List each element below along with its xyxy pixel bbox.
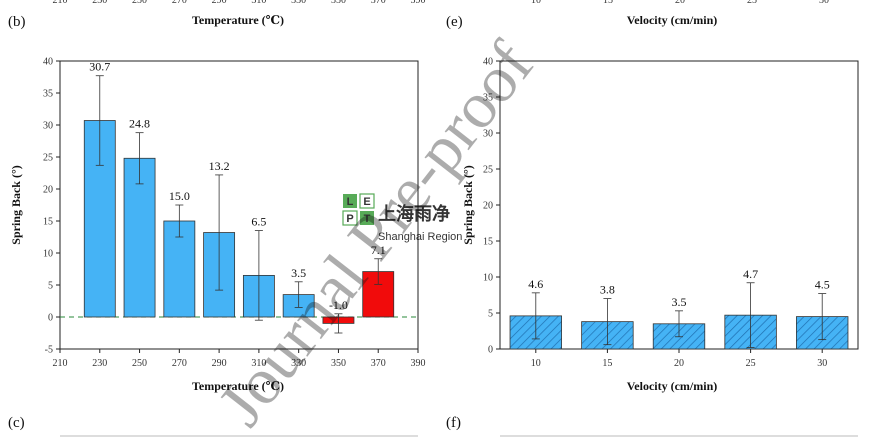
watermark-diagonal-text: Journal Pre-proof bbox=[204, 29, 547, 439]
top-left-tick-label: 210 bbox=[53, 0, 68, 6]
chart-b-y-tick-label: 20 bbox=[43, 185, 53, 196]
chart-e-y-tick-label: 25 bbox=[483, 165, 493, 176]
chart-e-x-tick-label: 15 bbox=[602, 358, 612, 369]
top-right-tick-label: 15 bbox=[603, 0, 613, 6]
chart-b-data-label: -1.0 bbox=[329, 298, 348, 312]
top-left-partial-axis: Temperature (℃) 210 230 250 270 290 310 330 350… bbox=[53, 0, 426, 27]
top-left-tick-label: 250 bbox=[132, 0, 147, 6]
chart-b-spring-back-vs-temperature: Temperature (℃) Spring Back (°) -5 0 5 10 15… bbox=[9, 57, 426, 394]
chart-e-y-tick-label: 20 bbox=[483, 201, 493, 212]
chart-e-y-tick-label: 0 bbox=[488, 345, 493, 356]
top-left-tick-label: 390 bbox=[411, 0, 426, 6]
chart-b-bar bbox=[123, 157, 156, 318]
chart-e-x-tick-label: 20 bbox=[674, 358, 684, 369]
top-right-tick-label: 10 bbox=[531, 0, 541, 6]
chart-b-y-tick-label: 15 bbox=[43, 217, 53, 228]
chart-e-data-label: 3.5 bbox=[672, 295, 687, 309]
top-right-tick-label: 20 bbox=[675, 0, 685, 6]
chart-b-y-tick-label: 40 bbox=[43, 57, 53, 68]
top-left-xlabel: Temperature (℃) bbox=[192, 13, 284, 27]
chart-b-y-tick-label: 5 bbox=[48, 281, 53, 292]
top-left-tick-label: 330 bbox=[291, 0, 306, 6]
top-right-tick-label: 30 bbox=[819, 0, 829, 6]
chart-b-data-label: 15.0 bbox=[169, 189, 190, 203]
chart-e-y-tick-label: 10 bbox=[483, 273, 493, 284]
chart-b-x-tick-label: 350 bbox=[331, 358, 346, 369]
chart-e-data-label: 4.7 bbox=[743, 267, 758, 281]
chart-b-data-label: 3.5 bbox=[291, 266, 306, 280]
chart-b-y-tick-label: -5 bbox=[45, 345, 53, 356]
chart-e-data-label: 4.5 bbox=[815, 278, 830, 292]
watermark-logo-tile-t bbox=[360, 211, 374, 225]
chart-e-y-tick-label: 15 bbox=[483, 237, 493, 248]
watermark-logo: L E P T 上海雨净 Shanghai Region bbox=[342, 193, 462, 243]
watermark-cn-text: 上海雨净 bbox=[378, 203, 450, 224]
chart-b-x-tick-label: 230 bbox=[92, 358, 107, 369]
chart-e-y-tick-label: 35 bbox=[483, 93, 493, 104]
chart-e-xlabel: Velocity (cm/min) bbox=[627, 379, 718, 393]
top-right-xlabel: Velocity (cm/min) bbox=[627, 13, 718, 27]
chart-b-y-tick-label: 35 bbox=[43, 89, 53, 100]
chart-b-x-tick-label: 330 bbox=[291, 358, 306, 369]
chart-b-y-tick-label: 10 bbox=[43, 249, 53, 260]
chart-e-x-tick-label: 25 bbox=[746, 358, 756, 369]
chart-b-ylabel: Spring Back (°) bbox=[9, 165, 23, 244]
chart-b-xlabel: Temperature (℃) bbox=[192, 379, 284, 393]
top-left-tick-label: 370 bbox=[371, 0, 386, 6]
chart-b-data-label: 7.1 bbox=[371, 243, 386, 257]
chart-b-x-tick-label: 290 bbox=[212, 358, 227, 369]
chart-b-y-tick-label: 0 bbox=[48, 313, 53, 324]
panel-label-f: (f) bbox=[446, 415, 461, 431]
top-right-tick-label: 25 bbox=[747, 0, 757, 6]
chart-b-x-tick-label: 270 bbox=[172, 358, 187, 369]
top-left-tick-label: 310 bbox=[251, 0, 266, 6]
chart-e-data-label: 3.8 bbox=[600, 283, 615, 297]
chart-b-data-label: 6.5 bbox=[251, 215, 266, 229]
chart-b-x-tick-label: 210 bbox=[53, 358, 68, 369]
watermark-logo-tile-l bbox=[343, 194, 357, 208]
chart-e-data-label: 4.6 bbox=[528, 277, 543, 291]
watermark-logo-letter-e: E bbox=[363, 196, 370, 208]
chart-e-y-tick-label: 40 bbox=[483, 57, 493, 68]
chart-b-x-tick-label: 370 bbox=[371, 358, 386, 369]
chart-e-ylabel: Spring Back (°) bbox=[461, 165, 475, 244]
chart-b-y-tick-label: 30 bbox=[43, 121, 53, 132]
panel-label-e: (e) bbox=[446, 14, 463, 30]
top-left-tick-label: 290 bbox=[212, 0, 227, 6]
chart-e-y-tick-label: 5 bbox=[488, 309, 493, 320]
watermark-logo-letter-p: P bbox=[346, 213, 353, 225]
chart-b-x-tick-label: 310 bbox=[251, 358, 266, 369]
watermark-logo-tile-e bbox=[359, 193, 375, 209]
top-left-tick-label: 270 bbox=[172, 0, 187, 6]
chart-b-x-tick-label: 250 bbox=[132, 358, 147, 369]
top-left-tick-label: 350 bbox=[331, 0, 346, 6]
chart-e-x-tick-label: 30 bbox=[817, 358, 827, 369]
chart-e-y-tick-label: 30 bbox=[483, 129, 493, 140]
chart-b-data-label: 24.8 bbox=[129, 117, 150, 131]
chart-e-spring-back-vs-velocity: Velocity (cm/min) Spring Back (°) 0 5 10 15… bbox=[461, 57, 859, 393]
chart-b-x-tick-label: 390 bbox=[411, 358, 426, 369]
chart-b-data-label: 30.7 bbox=[89, 60, 110, 74]
chart-b-data-label: 13.2 bbox=[209, 159, 230, 173]
chart-e-x-tick-label: 10 bbox=[531, 358, 541, 369]
watermark-logo-tile-p bbox=[342, 210, 358, 226]
panel-label-b: (b) bbox=[8, 14, 26, 30]
chart-b-y-tick-label: 25 bbox=[43, 153, 53, 164]
top-left-tick-label: 230 bbox=[92, 0, 107, 6]
watermark-logo-letter-t: T bbox=[364, 213, 371, 225]
watermark-en-text: Shanghai Region bbox=[378, 231, 462, 243]
watermark-logo-letter-l: L bbox=[347, 196, 354, 208]
top-right-partial-axis: Velocity (cm/min) 10 15 20 25 30 bbox=[531, 0, 829, 27]
panel-label-c: (c) bbox=[8, 415, 25, 431]
chart-b-frame bbox=[59, 60, 419, 350]
